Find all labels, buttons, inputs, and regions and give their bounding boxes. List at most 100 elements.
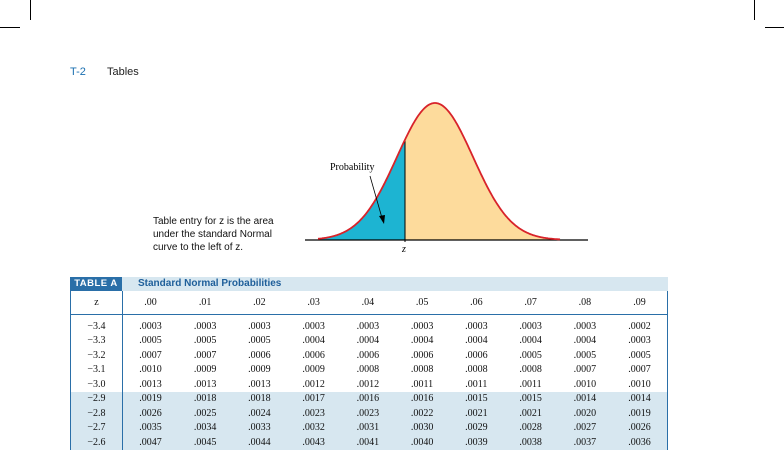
probability: .0003 [410,320,434,332]
probability: .0007 [193,349,217,361]
probability: .0006 [356,349,380,361]
probability: .0003 [465,320,488,332]
probability: .0015 [449,391,504,406]
probability: .0005 [628,349,651,361]
probability: .0006 [302,349,325,361]
table-row: −3.3 .0005 .0005 .0005 .0004 .0004 .0004 .0004.… [70,333,668,348]
probability: .0010 [628,378,651,390]
probability: .0022 [394,406,450,421]
z-value: −3.4 [70,314,123,334]
probability: .0003 [248,320,271,332]
probability: .0011 [519,378,542,390]
probability: .0003 [139,320,162,332]
z-value: −2.7 [70,420,123,435]
table-row: −2.7.0035.0034.0033.0032.0031.0030.0029.… [70,420,668,435]
z-value: −2.6 [70,435,123,450]
probability: .0025 [177,406,233,421]
probability: .0036 [611,435,668,450]
probability: .0018 [232,391,287,406]
probability: .0016 [394,391,450,406]
probability: .0004 [410,335,434,347]
probability: .0006 [248,349,271,361]
z-value: −3.0 [70,377,123,392]
page-number: T-2 [70,66,86,78]
probability: .0003 [356,320,380,332]
probability: .0040 [394,435,450,450]
probability: .0039 [449,435,504,450]
probability: .0004 [519,335,542,347]
probability: .0017 [286,391,341,406]
arrow-head [379,215,385,224]
probability: .0035 [122,420,178,435]
table-row: −3.4 .0003 .0003 .0003 .0003 .0003 .0003 .0003.… [70,314,668,334]
caption: Table entry for z is the area under the s… [153,215,274,254]
probability: .0033 [232,420,287,435]
probability: .0004 [465,335,488,347]
probability: .0013 [193,378,217,390]
probability: .0010 [573,378,597,390]
probability: .0018 [177,391,233,406]
probability: .0021 [449,406,504,421]
column-header: .07 [503,291,558,315]
probability: .0009 [302,364,325,376]
probability: .0004 [356,335,380,347]
column-header: .09 [611,291,668,315]
probability: .0037 [557,435,612,450]
probability: .0005 [193,335,217,347]
table-header-bar [70,277,668,291]
probability: .0038 [503,435,558,450]
probability: .0008 [410,364,434,376]
probability: .0005 [139,335,162,347]
table-row: −2.8.0026.0025.0024.0023.0023.0022.0021.… [70,406,668,421]
probability: .0041 [340,435,395,450]
z-value: −2.9 [70,391,123,406]
probability: .0021 [503,406,558,421]
probability: .0005 [519,349,542,361]
probability: .0010 [139,364,162,376]
column-header: .03 [286,291,341,315]
probability: .0011 [465,378,488,390]
probability-label: Probability [330,162,374,173]
probability: .0007 [139,349,162,361]
section-title: Tables [107,66,139,78]
probability: .0008 [519,364,542,376]
probability: .0008 [356,364,380,376]
probability: .0004 [302,335,325,347]
normal-curve [305,102,588,242]
probability: .0011 [411,378,434,390]
probability: .0019 [611,406,668,421]
probability: .0002 [628,320,651,332]
probability: .0016 [340,391,395,406]
header-row: z .00.01.02.03.04.05.06.07.08.09 [70,291,668,315]
caption-line: under the standard Normal [153,229,272,240]
probability: .0006 [465,349,488,361]
probability: .0047 [122,435,178,450]
probability: .0007 [628,364,651,376]
column-header: .05 [394,291,450,315]
arrow [369,175,383,219]
probability: .0013 [248,378,271,390]
probability: .0045 [177,435,233,450]
probability: .0003 [519,320,542,332]
column-header: .04 [340,291,395,315]
probability: .0009 [248,364,271,376]
table-row: −3.1 .0010 .0009 .0009 .0009 .0008 .0008 .0008.… [70,362,668,377]
table-row: −2.6.0047.0045.0044.0043.0041.0040.0039.… [70,435,668,450]
column-header: z [70,291,123,315]
area-left [318,139,405,240]
probability: .0005 [573,349,597,361]
column-header: .02 [232,291,287,315]
probability: .0006 [410,349,434,361]
table-row: −3.0 .0013 .0013 .0013 .0012 .0012 .0011 .0011.… [70,377,668,392]
probability: .0015 [503,391,558,406]
probability: .0023 [286,406,341,421]
caption-line: Table entry for z is the area [153,216,274,227]
table-title: Standard Normal Probabilities [138,278,282,289]
probability: .0003 [628,335,651,347]
z-value: −2.8 [70,406,123,421]
probability: .0003 [573,320,597,332]
column-header: .06 [449,291,504,315]
probability: .0034 [177,420,233,435]
